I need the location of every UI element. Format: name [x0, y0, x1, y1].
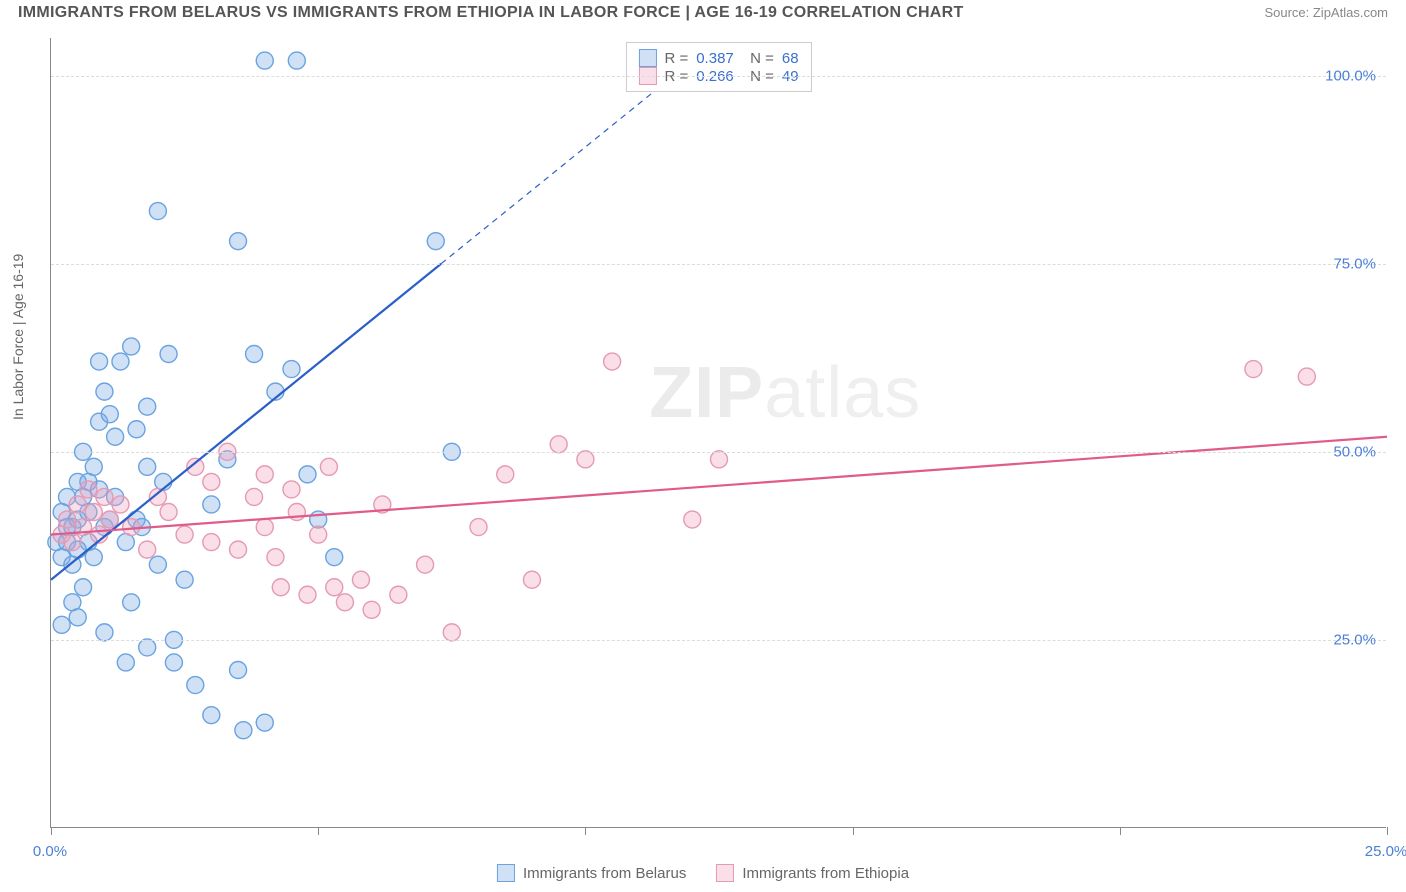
- legend-item-belarus: Immigrants from Belarus: [497, 864, 686, 882]
- xtick: [1120, 827, 1121, 835]
- xtick: [585, 827, 586, 835]
- swatch-belarus: [638, 49, 656, 67]
- gridline-h: [51, 640, 1386, 641]
- legend-item-ethiopia: Immigrants from Ethiopia: [716, 864, 909, 882]
- gridline-h: [51, 264, 1386, 265]
- xtick: [853, 827, 854, 835]
- swatch-ethiopia-bottom: [716, 864, 734, 882]
- ytick-label: 50.0%: [1306, 443, 1376, 460]
- legend-n-label: N =: [742, 50, 774, 67]
- swatch-belarus-bottom: [497, 864, 515, 882]
- source-label: Source: ZipAtlas.com: [1264, 5, 1388, 20]
- gridline-h: [51, 76, 1386, 77]
- legend-row-belarus: R = 0.387 N = 68: [638, 49, 798, 67]
- xtick: [51, 827, 52, 835]
- legend-r-label: R =: [664, 50, 688, 67]
- xtick: [1387, 827, 1388, 835]
- ytick-label: 25.0%: [1306, 631, 1376, 648]
- gridline-h: [51, 452, 1386, 453]
- correlation-legend: R = 0.387 N = 68 R = 0.266 N = 49: [625, 42, 811, 92]
- legend-label-belarus: Immigrants from Belarus: [523, 865, 686, 882]
- legend-r-value-belarus: 0.387: [696, 50, 734, 67]
- xtick-label: 0.0%: [33, 843, 67, 860]
- ytick-label: 75.0%: [1306, 255, 1376, 272]
- xtick: [318, 827, 319, 835]
- xtick-label: 25.0%: [1365, 843, 1406, 860]
- scatter-plot-svg: [51, 38, 1386, 827]
- series-legend: Immigrants from Belarus Immigrants from …: [497, 864, 909, 882]
- chart-title: IMMIGRANTS FROM BELARUS VS IMMIGRANTS FR…: [18, 4, 964, 22]
- legend-label-ethiopia: Immigrants from Ethiopia: [742, 865, 909, 882]
- legend-n-value-belarus: 68: [782, 50, 799, 67]
- y-axis-label: In Labor Force | Age 16-19: [10, 254, 26, 420]
- ytick-label: 100.0%: [1306, 67, 1376, 84]
- chart-area: ZIPatlas R = 0.387 N = 68 R = 0.266 N = …: [50, 38, 1386, 828]
